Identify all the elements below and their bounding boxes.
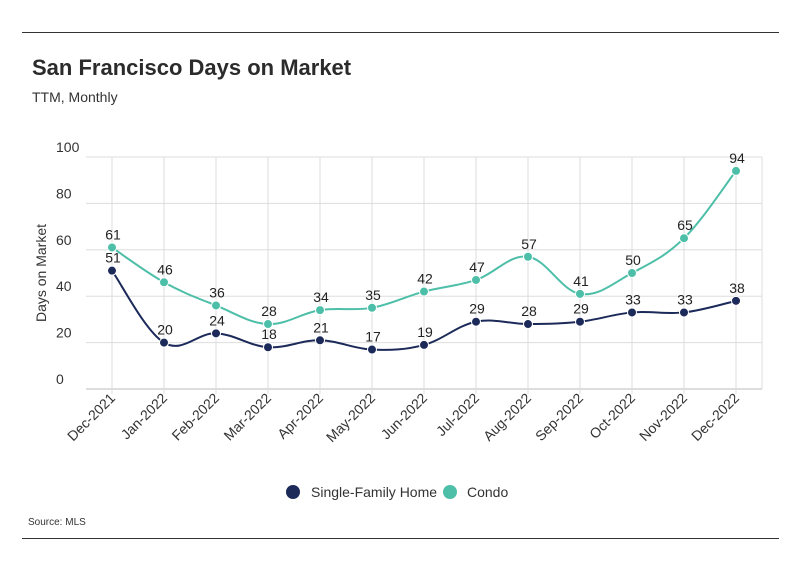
condo-data-label: 94 — [729, 150, 745, 166]
condo-point — [627, 268, 637, 278]
x-tick-label: Mar-2022 — [220, 390, 274, 444]
y-tick-label: 20 — [56, 325, 72, 341]
y-tick-label: 60 — [56, 232, 72, 248]
single-family-point — [575, 316, 585, 327]
chart-title: San Francisco Days on Market — [32, 55, 352, 80]
y-axis-label: Days on Market — [33, 224, 49, 322]
condo-legend-label: Condo — [467, 484, 508, 500]
single-family-point — [627, 307, 637, 318]
single-family-point — [523, 319, 533, 330]
condo-data-label: 57 — [521, 236, 537, 252]
condo-data-label: 28 — [261, 303, 277, 319]
x-tick-label: Dec-2022 — [688, 390, 742, 444]
single-family-data-label: 17 — [365, 329, 381, 345]
condo-point — [159, 277, 169, 288]
single-family-data-label: 38 — [729, 280, 745, 296]
x-tick-label: Apr-2022 — [274, 390, 326, 442]
condo-data-label: 65 — [677, 217, 693, 233]
condo-point — [679, 233, 689, 244]
condo-point — [263, 319, 273, 330]
single-family-point — [211, 328, 221, 339]
single-family-data-label: 24 — [209, 312, 225, 328]
single-family-point — [159, 337, 169, 348]
single-family-point — [263, 342, 273, 353]
single-family-data-label: 51 — [105, 250, 121, 266]
condo-legend-marker — [443, 485, 457, 499]
condo-point — [107, 242, 117, 253]
condo-data-label: 41 — [573, 273, 589, 289]
bottom-rule — [22, 538, 779, 539]
single-family-legend-label: Single-Family Home — [311, 484, 437, 500]
y-tick-label: 40 — [56, 278, 72, 294]
single-family-data-label: 18 — [261, 326, 277, 342]
condo-point — [211, 300, 221, 311]
condo-point — [367, 302, 377, 313]
single-family-data-label: 29 — [469, 301, 485, 317]
single-family-data-label: 19 — [417, 324, 433, 340]
x-tick-label: May-2022 — [323, 390, 378, 445]
single-family-data-label: 28 — [521, 303, 537, 319]
single-family-point — [471, 316, 481, 327]
x-tick-label: Nov-2022 — [636, 390, 690, 444]
single-family-data-label: 33 — [677, 291, 693, 307]
condo-data-label: 61 — [105, 226, 121, 242]
y-tick-label: 80 — [56, 185, 72, 201]
x-tick-label: Jul-2022 — [433, 390, 482, 439]
condo-data-label: 50 — [625, 252, 641, 268]
chart-subtitle: TTM, Monthly — [32, 89, 118, 105]
single-family-point — [367, 344, 377, 355]
x-tick-label: Dec-2021 — [64, 390, 118, 444]
single-family-data-label: 21 — [313, 319, 329, 335]
x-tick-label: Aug-2022 — [480, 390, 534, 444]
condo-data-label: 34 — [313, 289, 329, 305]
condo-data-label: 42 — [417, 271, 433, 287]
single-family-legend-marker — [286, 485, 300, 499]
x-tick-label: Oct-2022 — [586, 390, 638, 442]
condo-data-label: 35 — [365, 287, 381, 303]
condo-data-label: 46 — [157, 261, 173, 277]
x-tick-label: Sep-2022 — [532, 390, 586, 444]
single-family-data-label: 20 — [157, 322, 173, 338]
condo-point — [471, 274, 481, 285]
x-tick-label: Jun-2022 — [378, 390, 431, 443]
condo-point — [575, 288, 585, 299]
single-family-point — [731, 295, 741, 306]
single-family-point — [107, 265, 117, 276]
single-family-point — [315, 335, 325, 346]
single-family-point — [679, 307, 689, 318]
x-tick-label: Jan-2022 — [118, 390, 171, 443]
condo-point — [731, 165, 741, 176]
y-tick-label: 0 — [56, 371, 64, 387]
y-tick-label: 100 — [56, 139, 80, 155]
top-rule — [22, 32, 779, 33]
condo-data-label: 36 — [209, 284, 225, 300]
condo-point — [523, 251, 533, 262]
single-family-data-label: 33 — [625, 291, 641, 307]
source-note: Source: MLS — [28, 517, 86, 528]
x-tick-label: Feb-2022 — [168, 390, 222, 444]
condo-data-label: 47 — [469, 259, 485, 275]
condo-point — [315, 305, 325, 316]
condo-point — [419, 286, 429, 297]
single-family-data-label: 29 — [573, 301, 589, 317]
single-family-point — [419, 339, 429, 350]
